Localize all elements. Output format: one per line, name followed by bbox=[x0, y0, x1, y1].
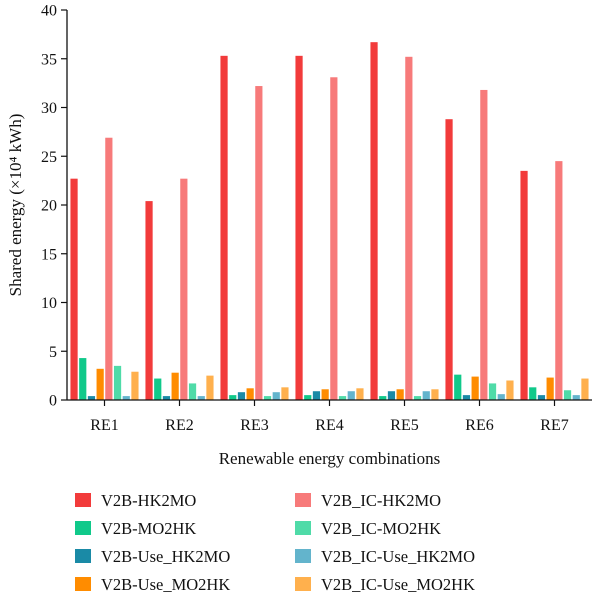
bar-v2b-hk2mo-re5 bbox=[370, 42, 378, 401]
x-tick-label: RE5 bbox=[390, 417, 418, 434]
bar-v2b-ic-hk2mo-re1 bbox=[105, 137, 113, 400]
x-tick-label: RE6 bbox=[465, 417, 493, 434]
bar-v2b-ic-mo2hk-re5 bbox=[413, 396, 422, 400]
x-tick-label: RE2 bbox=[165, 417, 193, 434]
bar-v2b-mo2hk-re4 bbox=[304, 395, 312, 400]
legend-label: V2B-Use_MO2HK bbox=[101, 575, 230, 594]
bar-v2b-ic-use-mo2hk-re7 bbox=[581, 378, 589, 400]
x-tick-label: RE1 bbox=[90, 417, 118, 434]
bar-v2b-mo2hk-re1 bbox=[79, 358, 87, 400]
x-axis-title: Renewable energy combinations bbox=[219, 449, 441, 468]
bar-v2b-use-mo2hk-re6 bbox=[471, 376, 479, 400]
y-tick-label: 40 bbox=[41, 3, 57, 20]
legend-label: V2B_IC-HK2MO bbox=[321, 491, 441, 510]
bar-v2b-ic-hk2mo-re2 bbox=[180, 178, 188, 400]
bar-v2b-use-hk2mo-re2 bbox=[162, 396, 171, 400]
bar-v2b-ic-mo2hk-re1 bbox=[113, 365, 122, 400]
bar-v2b-use-mo2hk-re2 bbox=[171, 372, 179, 400]
y-tick-label: 35 bbox=[41, 51, 57, 68]
legend-swatch bbox=[75, 577, 91, 591]
bar-v2b-use-hk2mo-re6 bbox=[462, 395, 471, 400]
legend-label: V2B_IC-Use_MO2HK bbox=[321, 575, 475, 594]
bar-v2b-ic-mo2hk-re4 bbox=[338, 396, 347, 400]
bar-v2b-mo2hk-re5 bbox=[379, 396, 387, 400]
bar-v2b-ic-mo2hk-re6 bbox=[488, 383, 497, 400]
bar-v2b-use-mo2hk-re7 bbox=[546, 377, 554, 400]
bar-v2b-use-hk2mo-re3 bbox=[237, 392, 246, 400]
bar-v2b-hk2mo-re4 bbox=[295, 55, 303, 400]
bar-v2b-ic-use-mo2hk-re2 bbox=[206, 375, 214, 400]
legend-swatch bbox=[295, 577, 311, 591]
bar-v2b-ic-mo2hk-re7 bbox=[563, 390, 572, 400]
bar-v2b-use-hk2mo-re5 bbox=[387, 391, 396, 400]
bars-group bbox=[70, 42, 589, 401]
bar-v2b-ic-use-hk2mo-re2 bbox=[197, 396, 205, 400]
y-tick-label: 0 bbox=[49, 393, 57, 410]
y-tick-label: 30 bbox=[41, 100, 57, 117]
legend-swatch bbox=[75, 549, 91, 563]
legend: V2B-HK2MO V2B-MO2HK V2B-Use_HK2MO V2B-Use_M… bbox=[75, 491, 475, 594]
x-tick-label: RE4 bbox=[315, 417, 343, 434]
bar-v2b-ic-use-mo2hk-re4 bbox=[356, 388, 364, 400]
bar-v2b-use-hk2mo-re4 bbox=[312, 391, 321, 400]
bar-v2b-use-mo2hk-re4 bbox=[321, 389, 329, 400]
bar-v2b-ic-hk2mo-re6 bbox=[480, 89, 488, 400]
legend-label: V2B-HK2MO bbox=[101, 491, 196, 510]
bar-v2b-ic-use-hk2mo-re5 bbox=[422, 391, 430, 400]
bar-v2b-ic-use-mo2hk-re1 bbox=[131, 371, 139, 400]
bar-v2b-use-hk2mo-re1 bbox=[87, 396, 96, 400]
bar-v2b-mo2hk-re2 bbox=[154, 378, 162, 400]
legend-swatch bbox=[295, 521, 311, 535]
bar-v2b-ic-use-mo2hk-re6 bbox=[506, 380, 514, 400]
legend-swatch bbox=[295, 549, 311, 563]
y-ticks-group: 0 5 10 15 20 25 30 35 40 bbox=[41, 3, 67, 410]
legend-label: V2B_IC-MO2HK bbox=[321, 519, 441, 538]
bar-v2b-ic-mo2hk-re2 bbox=[188, 383, 197, 400]
y-tick-label: 10 bbox=[41, 295, 57, 312]
y-tick-label: 25 bbox=[41, 149, 57, 166]
bar-v2b-use-mo2hk-re1 bbox=[96, 368, 104, 400]
bar-v2b-mo2hk-re6 bbox=[454, 374, 462, 400]
bar-v2b-ic-use-hk2mo-re3 bbox=[272, 392, 280, 400]
y-axis-title: Shared energy (×10⁴ kWh) bbox=[6, 114, 25, 297]
bar-v2b-hk2mo-re6 bbox=[445, 119, 453, 400]
bar-v2b-ic-hk2mo-re4 bbox=[330, 77, 338, 401]
x-tick-label: RE7 bbox=[540, 417, 568, 434]
bar-v2b-hk2mo-re2 bbox=[145, 201, 153, 400]
bar-v2b-ic-use-hk2mo-re7 bbox=[572, 395, 580, 400]
x-ticks-group: RE1 RE2 RE3 RE4 RE5 RE6 RE7 bbox=[90, 400, 569, 434]
legend-swatch bbox=[295, 493, 311, 507]
bar-v2b-ic-use-mo2hk-re5 bbox=[431, 389, 439, 400]
bar-v2b-ic-use-mo2hk-re3 bbox=[281, 387, 289, 400]
bar-v2b-hk2mo-re3 bbox=[220, 55, 228, 400]
y-tick-label: 20 bbox=[41, 198, 57, 215]
y-tick-label: 5 bbox=[49, 344, 57, 361]
bar-v2b-ic-hk2mo-re3 bbox=[255, 86, 263, 401]
legend-label: V2B-MO2HK bbox=[101, 519, 196, 538]
bar-v2b-use-mo2hk-re3 bbox=[246, 388, 254, 400]
legend-swatch bbox=[75, 521, 91, 535]
bar-v2b-use-hk2mo-re7 bbox=[537, 395, 546, 400]
bar-v2b-ic-hk2mo-re5 bbox=[405, 56, 413, 401]
legend-label: V2B_IC-Use_HK2MO bbox=[321, 547, 475, 566]
bar-v2b-hk2mo-re1 bbox=[70, 178, 78, 400]
bar-v2b-use-mo2hk-re5 bbox=[396, 389, 404, 400]
legend-label: V2B-Use_HK2MO bbox=[101, 547, 230, 566]
y-tick-label: 15 bbox=[41, 246, 57, 263]
bar-v2b-ic-use-hk2mo-re6 bbox=[497, 394, 505, 400]
bar-v2b-ic-hk2mo-re7 bbox=[555, 161, 563, 400]
bar-v2b-ic-mo2hk-re3 bbox=[263, 396, 272, 400]
legend-swatch bbox=[75, 493, 91, 507]
bar-v2b-mo2hk-re3 bbox=[229, 395, 237, 400]
bar-v2b-mo2hk-re7 bbox=[529, 387, 537, 400]
bar-v2b-hk2mo-re7 bbox=[520, 170, 528, 400]
x-tick-label: RE3 bbox=[240, 417, 268, 434]
bar-v2b-ic-use-hk2mo-re1 bbox=[122, 396, 130, 400]
bar-v2b-ic-use-hk2mo-re4 bbox=[347, 391, 355, 400]
